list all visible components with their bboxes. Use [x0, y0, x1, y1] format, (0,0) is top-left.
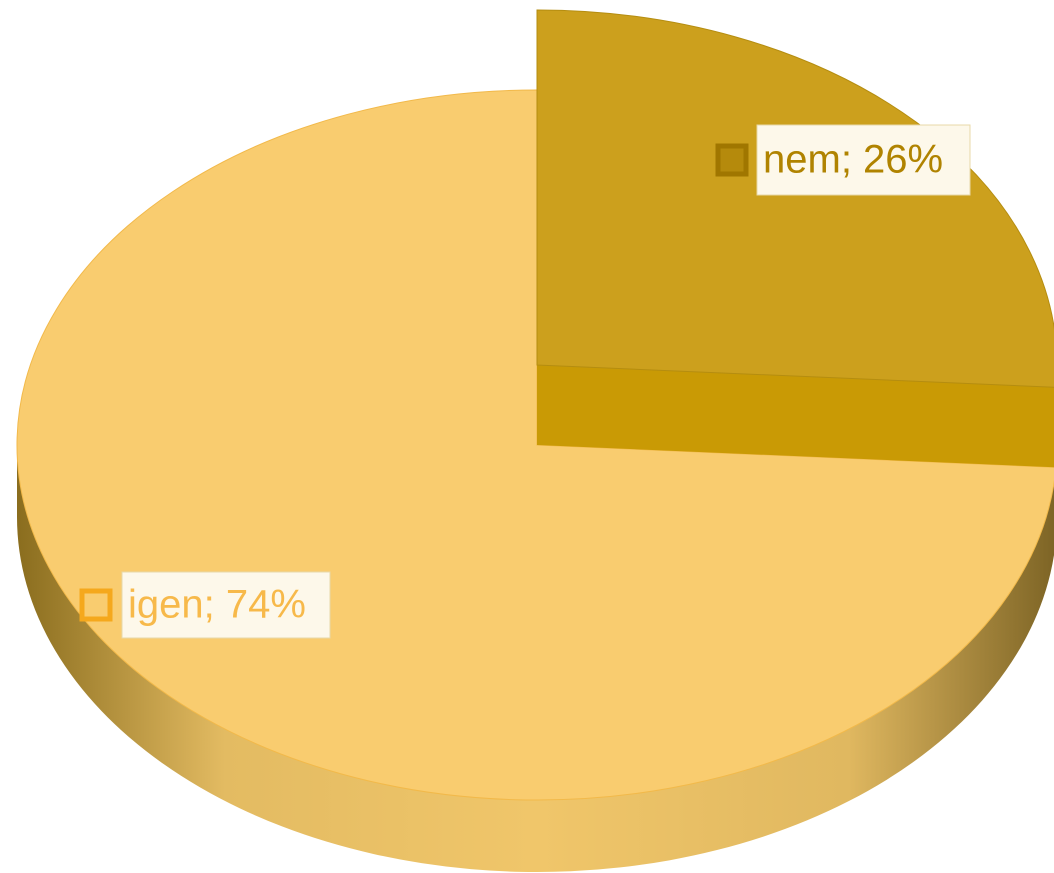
- data-label: nem; 26%: [763, 138, 943, 182]
- legend-marker: [715, 143, 749, 177]
- slice-wall: [17, 445, 1054, 872]
- slice-edge: [537, 365, 1054, 468]
- label-box: [756, 124, 971, 196]
- legend-marker: [79, 588, 113, 622]
- label-box: [121, 571, 331, 639]
- data-label: igen; 74%: [128, 583, 306, 627]
- slice-top: [536, 9, 1054, 388]
- slice: [536, 9, 1054, 468]
